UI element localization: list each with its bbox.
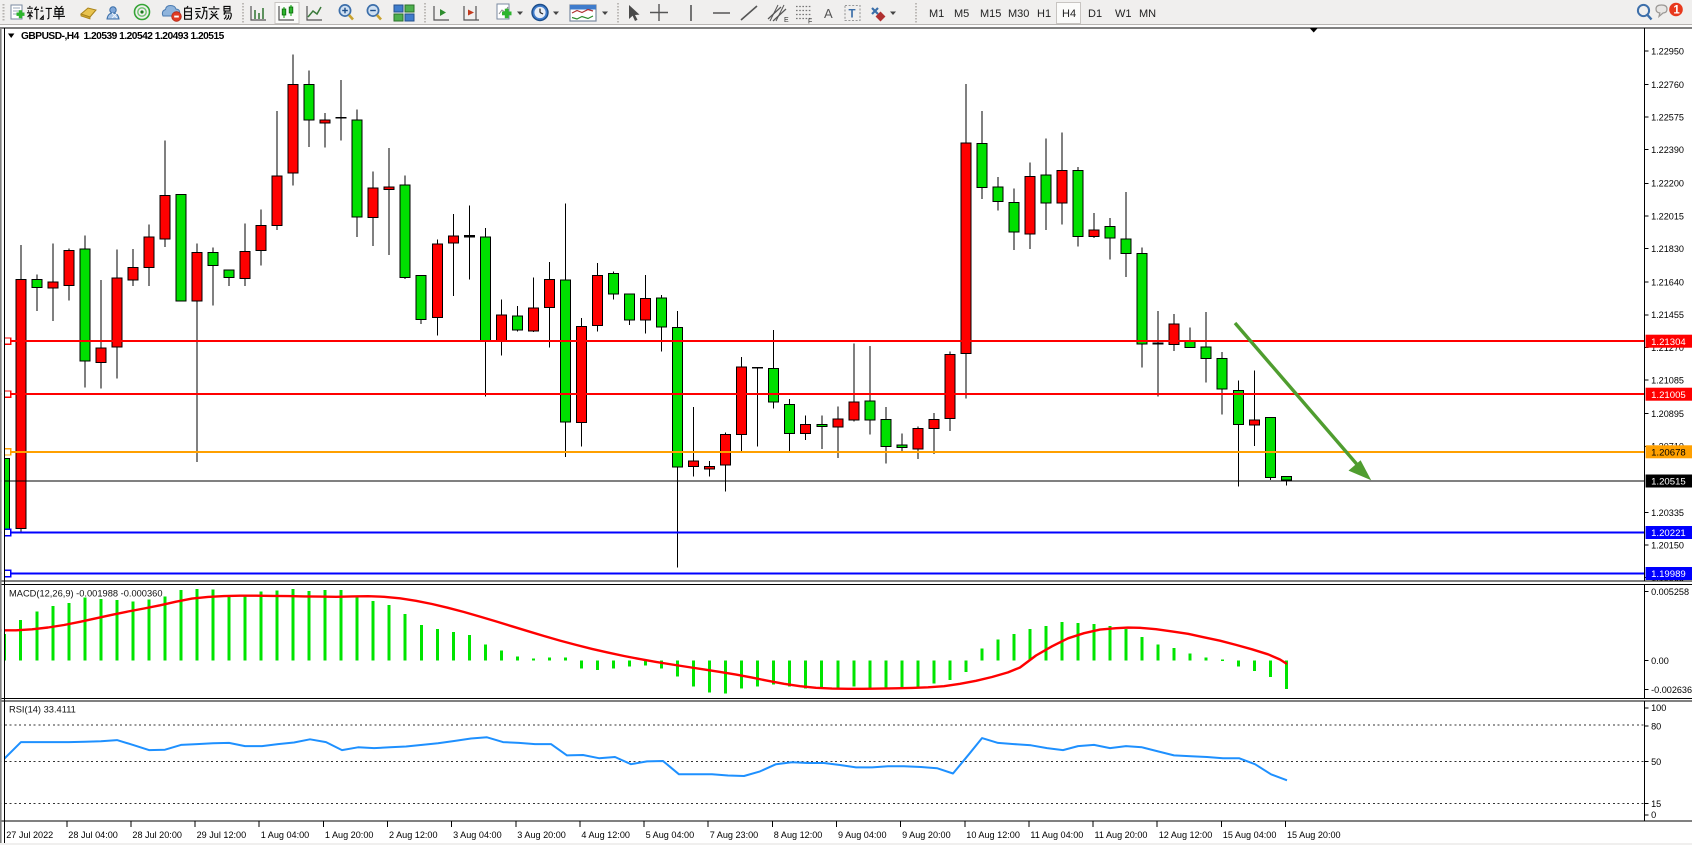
svg-text:1.20335: 1.20335: [1651, 508, 1684, 518]
svg-text:28 Jul 20:00: 28 Jul 20:00: [132, 830, 182, 840]
svg-text:100: 100: [1651, 703, 1666, 713]
svg-text:50: 50: [1651, 757, 1661, 767]
svg-text:10 Aug 12:00: 10 Aug 12:00: [966, 830, 1020, 840]
svg-text:15: 15: [1651, 799, 1661, 809]
svg-text:T: T: [849, 9, 856, 21]
svg-text:12 Aug 12:00: 12 Aug 12:00: [1159, 830, 1213, 840]
svg-text:7 Aug 23:00: 7 Aug 23:00: [710, 830, 759, 840]
svg-text:H1: H1: [1037, 8, 1051, 20]
svg-text:0: 0: [1651, 810, 1656, 820]
svg-text:RSI(14) 33.4111: RSI(14) 33.4111: [9, 705, 76, 715]
svg-text:1.22015: 1.22015: [1651, 211, 1684, 221]
svg-text:-0.002636: -0.002636: [1651, 685, 1692, 695]
svg-text:29 Jul 12:00: 29 Jul 12:00: [197, 830, 247, 840]
svg-text:F: F: [808, 19, 812, 26]
svg-text:0.005258: 0.005258: [1651, 587, 1689, 597]
svg-text:A: A: [824, 6, 833, 21]
svg-text:1.19989: 1.19989: [1651, 569, 1686, 580]
svg-text:1.20150: 1.20150: [1651, 541, 1684, 551]
svg-text:80: 80: [1651, 721, 1661, 731]
svg-text:1.22390: 1.22390: [1651, 145, 1684, 155]
svg-text:1.21085: 1.21085: [1651, 376, 1684, 386]
svg-text:15 Aug 04:00: 15 Aug 04:00: [1223, 830, 1277, 840]
svg-text:D1: D1: [1088, 8, 1102, 20]
svg-text:GBPUSD-,H4 1.20539 1.20542 1.: GBPUSD-,H4 1.20539 1.20542 1.20493 1.205…: [21, 31, 225, 42]
svg-text:0.00: 0.00: [1651, 656, 1669, 666]
svg-text:1.21455: 1.21455: [1651, 310, 1684, 320]
svg-text:1: 1: [1673, 4, 1680, 16]
svg-text:1.20895: 1.20895: [1651, 409, 1684, 419]
svg-text:2 Aug 12:00: 2 Aug 12:00: [389, 830, 438, 840]
svg-text:E: E: [784, 17, 789, 24]
svg-text:MN: MN: [1139, 8, 1156, 20]
svg-text:1.21005: 1.21005: [1651, 390, 1686, 401]
svg-text:1.20678: 1.20678: [1651, 447, 1686, 458]
svg-text:28 Jul 04:00: 28 Jul 04:00: [68, 830, 118, 840]
svg-text:M5: M5: [954, 8, 969, 20]
svg-text:11 Aug 04:00: 11 Aug 04:00: [1030, 830, 1083, 840]
svg-text:H4: H4: [1062, 8, 1076, 20]
svg-text:1.22200: 1.22200: [1651, 179, 1684, 189]
svg-text:1.21830: 1.21830: [1651, 244, 1684, 254]
svg-text:1.20221: 1.20221: [1651, 528, 1686, 539]
svg-text:3 Aug 20:00: 3 Aug 20:00: [517, 830, 566, 840]
svg-text:27 Jul 2022: 27 Jul 2022: [6, 830, 53, 840]
svg-text:1 Aug 20:00: 1 Aug 20:00: [325, 830, 374, 840]
svg-text:1.22950: 1.22950: [1651, 46, 1684, 56]
svg-text:1.20515: 1.20515: [1651, 477, 1686, 488]
svg-text:M30: M30: [1008, 8, 1029, 20]
svg-text:M15: M15: [980, 8, 1001, 20]
svg-text:9 Aug 04:00: 9 Aug 04:00: [838, 830, 887, 840]
svg-text:1.21270: 1.21270: [1651, 343, 1684, 353]
svg-text:1.21640: 1.21640: [1651, 278, 1684, 288]
svg-text:9 Aug 20:00: 9 Aug 20:00: [902, 830, 951, 840]
svg-text:W1: W1: [1115, 8, 1132, 20]
svg-text:1.22760: 1.22760: [1651, 80, 1684, 90]
svg-text:1 Aug 04:00: 1 Aug 04:00: [261, 830, 310, 840]
svg-text:11 Aug 20:00: 11 Aug 20:00: [1095, 830, 1148, 840]
svg-text:1.21304: 1.21304: [1651, 337, 1686, 348]
svg-text:3 Aug 04:00: 3 Aug 04:00: [453, 830, 502, 840]
svg-text:15 Aug 20:00: 15 Aug 20:00: [1287, 830, 1341, 840]
svg-text:4 Aug 12:00: 4 Aug 12:00: [581, 830, 630, 840]
svg-text:1.22575: 1.22575: [1651, 113, 1684, 123]
svg-text:8 Aug 12:00: 8 Aug 12:00: [774, 830, 823, 840]
svg-text:MACD(12,26,9) -0.001988 -0.000: MACD(12,26,9) -0.001988 -0.000360: [9, 588, 163, 598]
svg-text:M1: M1: [929, 8, 944, 20]
svg-text:5 Aug 04:00: 5 Aug 04:00: [646, 830, 695, 840]
